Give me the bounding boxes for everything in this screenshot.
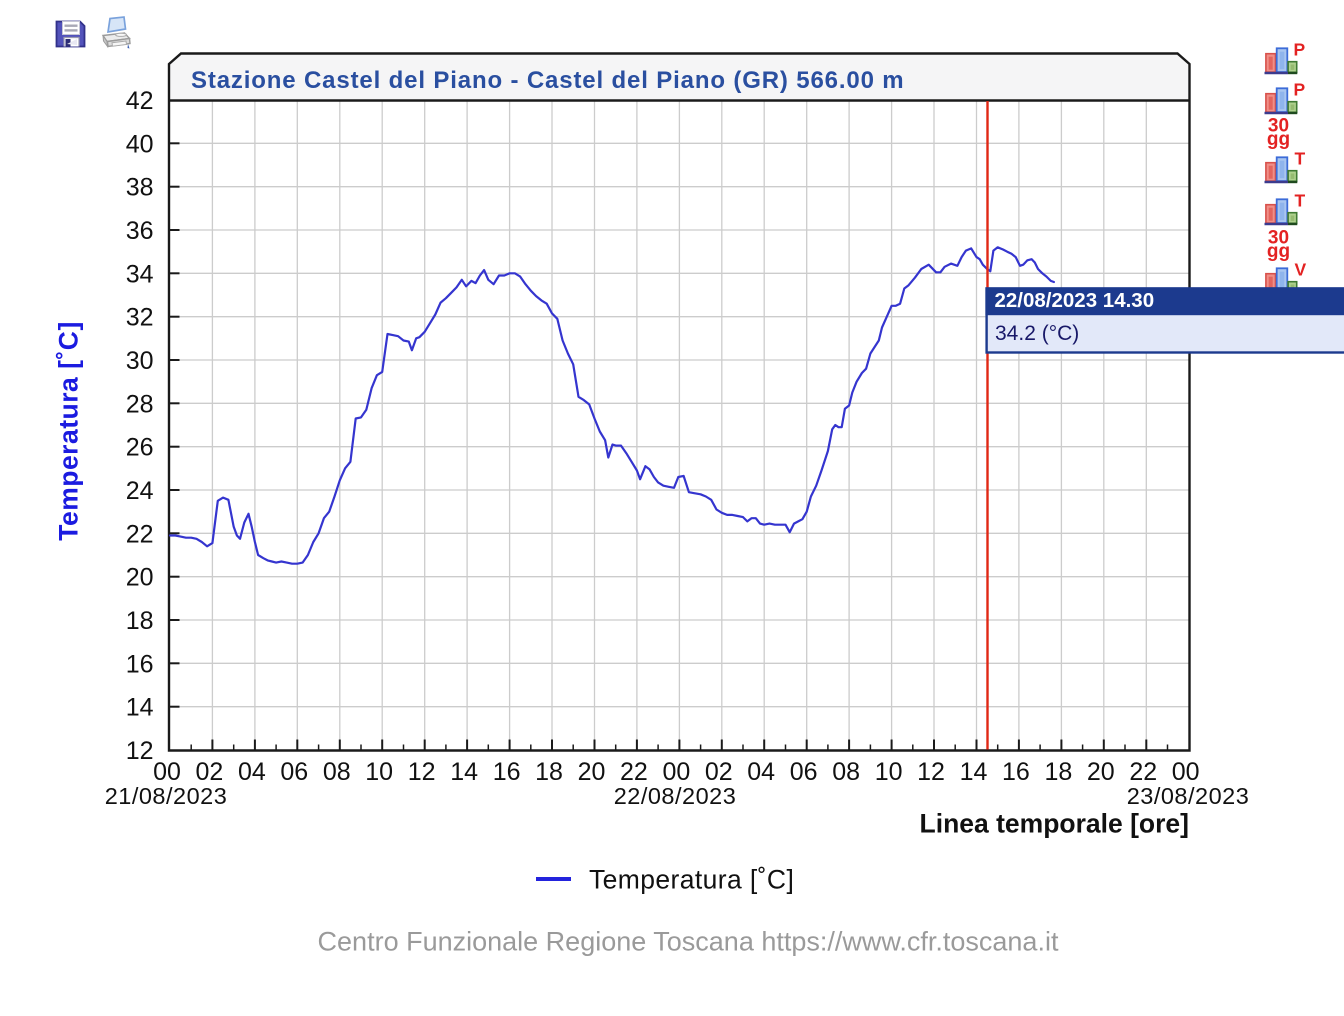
svg-text:24: 24 [126, 477, 154, 505]
svg-text:12: 12 [408, 758, 436, 786]
svg-text:gg: gg [1267, 129, 1290, 150]
svg-text:T: T [1295, 191, 1306, 211]
svg-text:28: 28 [126, 390, 154, 418]
svg-text:T: T [1295, 149, 1306, 169]
svg-text:34.2 (°C): 34.2 (°C) [995, 322, 1079, 345]
svg-text:14: 14 [126, 694, 154, 722]
svg-text:Stazione Castel del Piano - Ca: Stazione Castel del Piano - Castel del P… [191, 67, 905, 94]
svg-text:06: 06 [790, 758, 818, 786]
svg-text:22: 22 [620, 758, 648, 786]
svg-text:18: 18 [535, 758, 563, 786]
svg-text:18: 18 [126, 607, 154, 635]
svg-text:08: 08 [832, 758, 860, 786]
svg-text:Linea temporale [ore]: Linea temporale [ore] [920, 809, 1189, 839]
svg-text:00: 00 [153, 758, 181, 786]
svg-text:12: 12 [126, 737, 154, 765]
svg-text:26: 26 [126, 434, 154, 462]
svg-text:30: 30 [1268, 228, 1289, 249]
svg-text:06: 06 [280, 758, 308, 786]
svg-text:00: 00 [1172, 758, 1200, 786]
svg-text:10: 10 [875, 758, 903, 786]
svg-text:08: 08 [323, 758, 351, 786]
svg-text:Temperatura [˚C]: Temperatura [˚C] [589, 865, 794, 895]
svg-text:P: P [1294, 40, 1306, 60]
svg-text:38: 38 [126, 174, 154, 202]
svg-text:34: 34 [126, 260, 154, 288]
svg-text:00: 00 [662, 758, 690, 786]
svg-text:20: 20 [1087, 758, 1115, 786]
svg-text:P: P [1294, 80, 1306, 100]
svg-text:23/08/2023: 23/08/2023 [1127, 783, 1250, 809]
svg-text:16: 16 [493, 758, 521, 786]
svg-text:02: 02 [195, 758, 223, 786]
svg-text:22/08/2023 14.30: 22/08/2023 14.30 [995, 289, 1155, 312]
svg-text:22/08/2023: 22/08/2023 [614, 783, 737, 809]
svg-text:20: 20 [578, 758, 606, 786]
svg-text:Temperatura [˚C]: Temperatura [˚C] [54, 321, 84, 541]
svg-text:Centro Funzionale Regione Tosc: Centro Funzionale Regione Toscana https:… [318, 927, 1059, 957]
svg-text:40: 40 [126, 130, 154, 158]
svg-text:V: V [1295, 260, 1307, 280]
svg-text:21/08/2023: 21/08/2023 [105, 783, 228, 809]
svg-text:10: 10 [365, 758, 393, 786]
svg-text:18: 18 [1044, 758, 1072, 786]
svg-text:30: 30 [1268, 116, 1289, 137]
svg-text:22: 22 [1129, 758, 1157, 786]
svg-text:20: 20 [126, 564, 154, 592]
svg-text:14: 14 [450, 758, 478, 786]
svg-text:12: 12 [917, 758, 945, 786]
svg-text:02: 02 [705, 758, 733, 786]
svg-text:42: 42 [126, 87, 154, 115]
svg-text:gg: gg [1267, 241, 1290, 262]
svg-text:32: 32 [126, 304, 154, 332]
svg-text:14: 14 [960, 758, 988, 786]
svg-text:36: 36 [126, 217, 154, 245]
svg-text:22: 22 [126, 520, 154, 548]
svg-text:30: 30 [126, 347, 154, 375]
svg-text:04: 04 [747, 758, 775, 786]
svg-text:04: 04 [238, 758, 266, 786]
svg-text:16: 16 [126, 650, 154, 678]
svg-text:16: 16 [1002, 758, 1030, 786]
